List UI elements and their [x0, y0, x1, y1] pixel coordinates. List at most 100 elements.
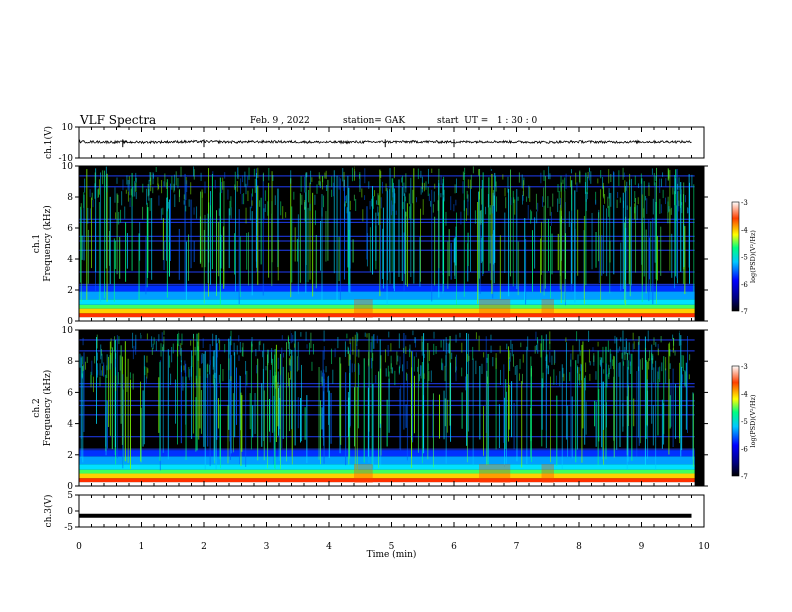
spectrogram-texture — [462, 171, 464, 181]
spectrogram-texture — [638, 183, 640, 188]
spectrogram-texture — [633, 341, 635, 349]
spectrogram-texture — [571, 180, 573, 195]
spectrogram-texture — [402, 201, 404, 210]
spectrogram-texture — [636, 205, 638, 221]
spectrogram-texture — [271, 348, 273, 364]
spectrogram-band — [79, 317, 695, 321]
spectrogram-texture — [688, 374, 690, 380]
colorbar-tick-label: -4 — [741, 226, 748, 234]
spectrogram-texture — [486, 357, 488, 363]
spectrogram-texture — [684, 370, 686, 387]
sferic-streak — [389, 189, 391, 273]
spectrogram-texture — [521, 194, 523, 205]
spectrogram-texture — [425, 181, 427, 190]
spectrogram-texture — [98, 179, 100, 195]
sferic-streak — [245, 371, 247, 467]
spectrogram-texture — [624, 351, 626, 360]
spectrogram-texture — [193, 169, 195, 180]
spectrogram-texture — [453, 204, 455, 212]
spectrogram-texture — [94, 356, 96, 364]
sferic-streak — [447, 241, 449, 289]
spectrogram-texture — [490, 345, 492, 353]
spectrogram-texture — [254, 178, 256, 193]
spectrogram-texture — [604, 194, 606, 204]
spectrogram-texture — [324, 172, 326, 179]
spectrogram-texture — [420, 365, 422, 379]
sferic-streak — [601, 357, 603, 448]
spectrogram-texture — [384, 349, 386, 363]
sferic-streak — [124, 341, 126, 462]
spectrogram-texture — [135, 172, 137, 182]
sferic-streak — [209, 344, 211, 467]
spectrogram-texture — [588, 330, 590, 343]
sferic-streak — [229, 379, 231, 442]
sferic-streak — [240, 392, 242, 466]
sferic-streak — [600, 189, 602, 301]
spectrogram-texture — [103, 362, 105, 376]
spectrogram-texture — [174, 194, 176, 208]
spectrogram-texture — [83, 192, 85, 208]
spectrogram-texture — [178, 189, 180, 197]
x-tick-label: 3 — [264, 542, 270, 552]
sferic-streak — [403, 330, 405, 430]
spectrogram-texture — [637, 197, 639, 205]
sferic-streak — [585, 172, 587, 286]
spectrogram-texture — [214, 372, 216, 379]
sferic-streak — [177, 333, 178, 445]
sferic-streak — [479, 210, 481, 294]
spectrogram-texture — [178, 331, 180, 347]
spectrogram-texture — [377, 206, 379, 216]
sferic-streak — [482, 172, 484, 274]
sferic-streak — [113, 238, 115, 302]
spectrogram-texture — [417, 366, 419, 372]
sferic-streak — [628, 218, 630, 285]
spectrogram-texture — [680, 189, 682, 206]
sferic-streak — [487, 386, 489, 462]
colorbar-tick-label: -4 — [741, 391, 748, 399]
spectrogram-texture — [688, 208, 690, 214]
spectrogram-patch — [354, 464, 373, 483]
spectrogram-texture — [274, 375, 276, 389]
colorbar — [731, 365, 740, 477]
spectrogram-texture — [481, 188, 483, 205]
spectrogram-texture — [571, 194, 573, 211]
sferic-streak — [216, 343, 218, 440]
spectrogram-texture — [356, 344, 358, 357]
sferic-streak — [109, 230, 110, 266]
sferic-streak — [348, 397, 350, 465]
sferic-streak — [406, 203, 408, 287]
sferic-streak — [498, 404, 500, 449]
spectrogram-texture — [325, 366, 327, 373]
sferic-streak — [269, 369, 271, 443]
spectrogram-texture — [287, 372, 289, 387]
spectrogram-texture — [681, 355, 683, 368]
sferic-streak — [622, 192, 624, 289]
sferic-streak — [87, 229, 89, 284]
sferic-streak — [391, 178, 393, 272]
sferic-streak — [207, 213, 209, 283]
sferic-streak — [577, 367, 578, 450]
spectrogram-texture — [513, 197, 515, 203]
sferic-streak — [272, 358, 274, 433]
spectrogram-texture — [120, 209, 122, 223]
spectrogram-texture — [170, 373, 172, 385]
sferic-streak — [431, 189, 433, 302]
sferic-streak — [300, 364, 302, 442]
spectrogram-texture — [674, 178, 676, 195]
spectrogram-texture — [463, 200, 465, 211]
spectrogram-texture — [531, 211, 533, 220]
sferic-streak — [184, 173, 186, 292]
sferic-streak — [203, 353, 205, 447]
sferic-streak — [412, 351, 414, 443]
spectrogram-texture — [410, 203, 412, 220]
spectrogram-texture — [192, 333, 194, 339]
spectrogram-texture — [381, 181, 383, 194]
spectrogram-texture — [613, 170, 615, 177]
sferic-streak — [684, 226, 686, 294]
spectrogram-texture — [655, 342, 657, 347]
y-tick-label: -5 — [64, 523, 73, 533]
sferic-streak — [304, 407, 306, 440]
spectrogram-texture — [209, 360, 211, 366]
spectrogram-texture — [321, 376, 323, 387]
sferic-streak — [479, 366, 481, 440]
